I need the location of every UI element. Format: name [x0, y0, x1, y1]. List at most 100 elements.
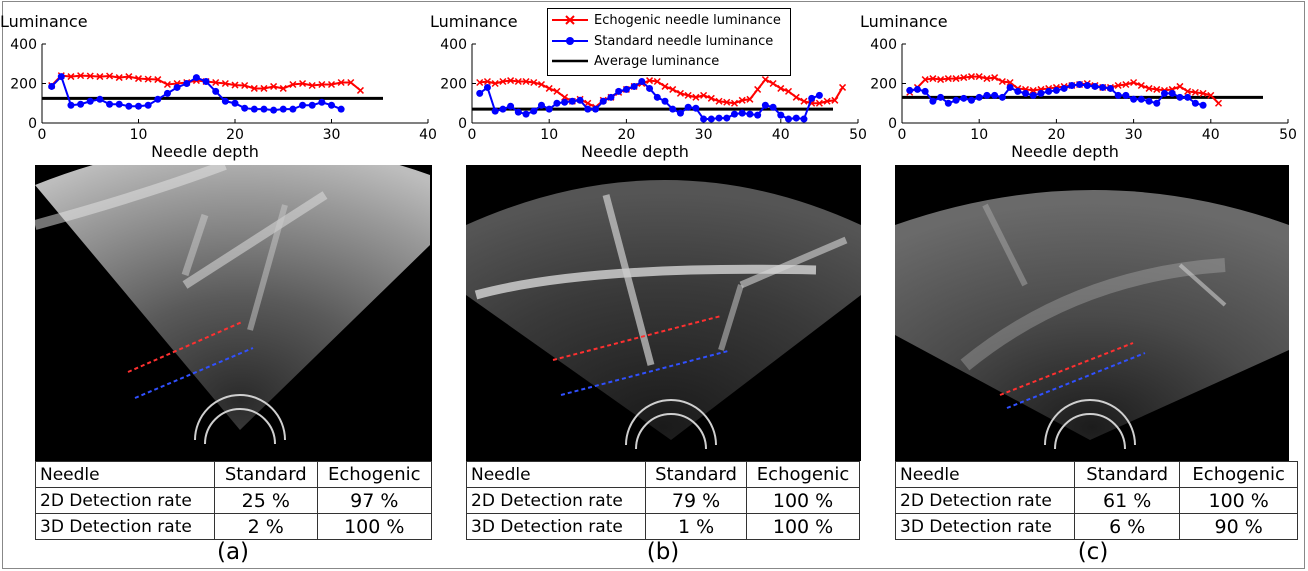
y-tick-label: 200	[440, 77, 467, 93]
luminance-chart-a: Luminance 0 200 400 0 10 20 30 40 Needle depth	[0, 12, 437, 161]
std-3d-rate: 2 %	[214, 513, 318, 540]
echogenic-point	[921, 76, 929, 84]
echogenic-point	[777, 84, 785, 92]
legend-average-marker	[552, 59, 588, 63]
echogenic-point	[134, 75, 143, 83]
legend-item-standard: Standard needle luminance	[552, 33, 773, 49]
echo-3d-rate: 100 %	[316, 513, 433, 540]
standard-point	[483, 83, 491, 91]
standard-point	[86, 97, 94, 105]
legend-label-standard: Standard needle luminance	[594, 33, 774, 49]
standard-point	[115, 100, 123, 108]
standard-point	[1076, 80, 1084, 88]
standard-point	[318, 98, 326, 106]
standard-point	[592, 105, 600, 113]
echogenic-point	[700, 91, 708, 99]
x-axis-label: Needle depth	[151, 142, 259, 161]
echogenic-point	[584, 99, 592, 107]
standard-point	[792, 114, 800, 122]
standard-point	[1114, 91, 1122, 99]
x-tick-label: 30	[695, 127, 713, 143]
echogenic-point	[270, 82, 278, 90]
standard-point	[202, 78, 210, 86]
chart-legend: Echogenic needle luminance Standard need…	[547, 8, 791, 76]
echogenic-point	[792, 93, 800, 101]
row-label-2d: 2D Detection rate	[895, 487, 1075, 514]
x-tick-label: 40	[419, 127, 437, 143]
standard-point	[952, 96, 960, 104]
ultrasound-image-a	[35, 165, 432, 461]
echogenic-point	[163, 80, 171, 89]
echogenic-point	[106, 72, 114, 80]
x-tick-label: 10	[540, 127, 558, 143]
echogenic-point	[715, 97, 723, 105]
echogenic-point	[646, 77, 654, 85]
echogenic-point	[831, 96, 839, 104]
echogenic-point	[545, 84, 553, 92]
standard-point	[1060, 84, 1068, 92]
echogenic-point	[661, 82, 669, 90]
echogenic-point	[815, 99, 823, 107]
standard-point	[1045, 87, 1053, 95]
x-tick-label: 0	[468, 127, 477, 143]
standard-point	[937, 93, 945, 101]
y-tick-label: 400	[10, 37, 37, 53]
standard-point	[279, 105, 287, 113]
echogenic-point	[738, 96, 746, 104]
standard-point	[183, 80, 191, 87]
echogenic-point	[279, 84, 287, 92]
standard-point	[921, 87, 929, 95]
standard-point	[960, 94, 968, 102]
echogenic-point	[318, 80, 326, 89]
y-tick-label: 400	[870, 37, 897, 53]
echogenic-point	[676, 89, 684, 97]
echo-2d-rate: 97 %	[316, 487, 433, 514]
echogenic-point	[952, 75, 960, 83]
y-tick-label: 0	[888, 116, 897, 132]
x-tick-label: 20	[226, 127, 244, 143]
standard-point	[1168, 89, 1176, 97]
standard-point	[913, 85, 921, 93]
standard-point	[173, 83, 181, 91]
std-2d-rate: 79 %	[644, 487, 748, 514]
echogenic-point	[937, 76, 945, 84]
standard-point	[692, 104, 700, 112]
legend-echogenic-marker	[552, 15, 588, 25]
echogenic-point	[356, 86, 364, 94]
standard-point	[530, 107, 538, 115]
echogenic-point	[530, 78, 538, 87]
detection-rate-table-a: Needle Standard Echogenic 2D Detection r…	[35, 461, 433, 540]
standard-point	[929, 97, 937, 105]
echogenic-point	[1029, 86, 1037, 94]
std-2d-rate: 25 %	[214, 487, 318, 514]
standard-point	[1160, 89, 1168, 97]
echogenic-point	[1137, 81, 1145, 90]
echogenic-point	[86, 72, 94, 80]
standard-point	[975, 93, 983, 101]
echogenic-point	[684, 91, 692, 99]
standard-point	[144, 101, 152, 109]
standard-point	[700, 115, 708, 123]
echogenic-point	[115, 74, 123, 82]
standard-point	[561, 98, 569, 106]
echogenic-point	[653, 77, 661, 86]
header-needle: Needle	[895, 461, 1075, 488]
standard-point	[1099, 83, 1107, 91]
standard-point	[57, 73, 65, 81]
standard-point	[507, 102, 515, 110]
standard-point	[1006, 83, 1014, 91]
legend-label-average: Average luminance	[594, 53, 720, 69]
standard-point	[1052, 86, 1060, 94]
echogenic-point	[730, 99, 739, 107]
echo-3d-rate: 100 %	[746, 513, 860, 540]
echogenic-point	[1122, 80, 1130, 89]
standard-point	[308, 101, 316, 109]
echogenic-point	[514, 77, 522, 86]
standard-point	[622, 85, 630, 93]
standard-point	[1091, 82, 1099, 90]
echogenic-point	[154, 76, 162, 84]
y-tick-label: 200	[10, 77, 37, 93]
echogenic-point	[1191, 88, 1199, 96]
echogenic-point	[96, 73, 104, 81]
standard-point	[491, 107, 499, 115]
